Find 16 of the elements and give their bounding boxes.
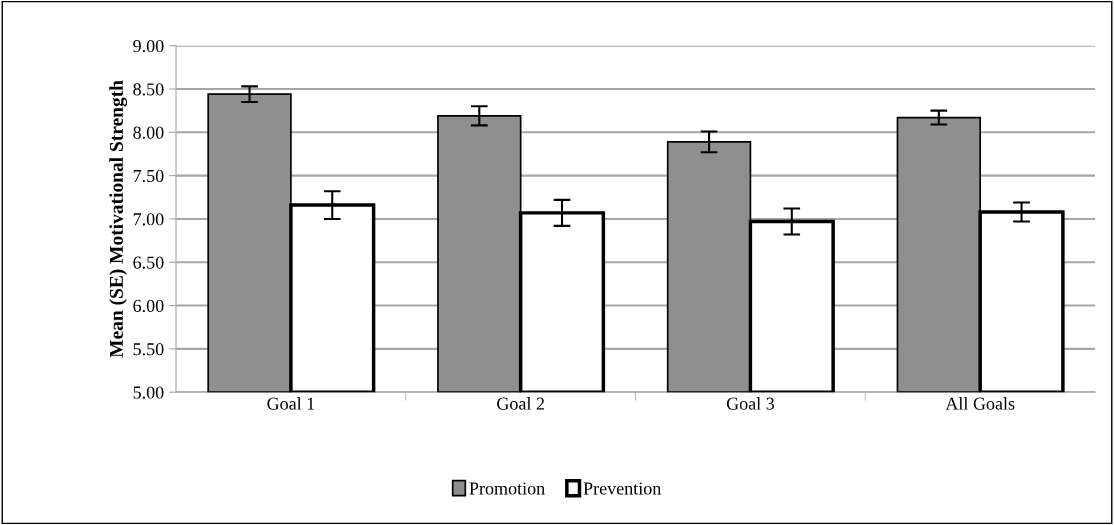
y-tick-label: 7.00 (133, 213, 164, 226)
y-tick-label: 7.50 (133, 169, 164, 183)
y-tick-label: 8.00 (133, 126, 164, 139)
y-tick-label: 9.00 (133, 39, 164, 53)
legend-label: Promotion (469, 482, 545, 495)
x-tick-label: Goal 1 (267, 397, 315, 410)
x-tick-label: Goal 3 (726, 397, 775, 410)
legend-label: Prevention (583, 482, 662, 495)
y-tick-label: 8.50 (133, 83, 164, 96)
y-tick-label: 5.50 (133, 343, 164, 356)
x-tick-label: Goal 2 (497, 397, 544, 410)
y-tick-label: 6.00 (133, 299, 164, 313)
y-tick-label: 6.50 (133, 256, 164, 269)
y-tick-label: 5.00 (133, 386, 164, 399)
y-axis-title: Mean (SE) Motivational Strength (109, 80, 128, 358)
x-tick-label: All Goals (945, 397, 1015, 410)
